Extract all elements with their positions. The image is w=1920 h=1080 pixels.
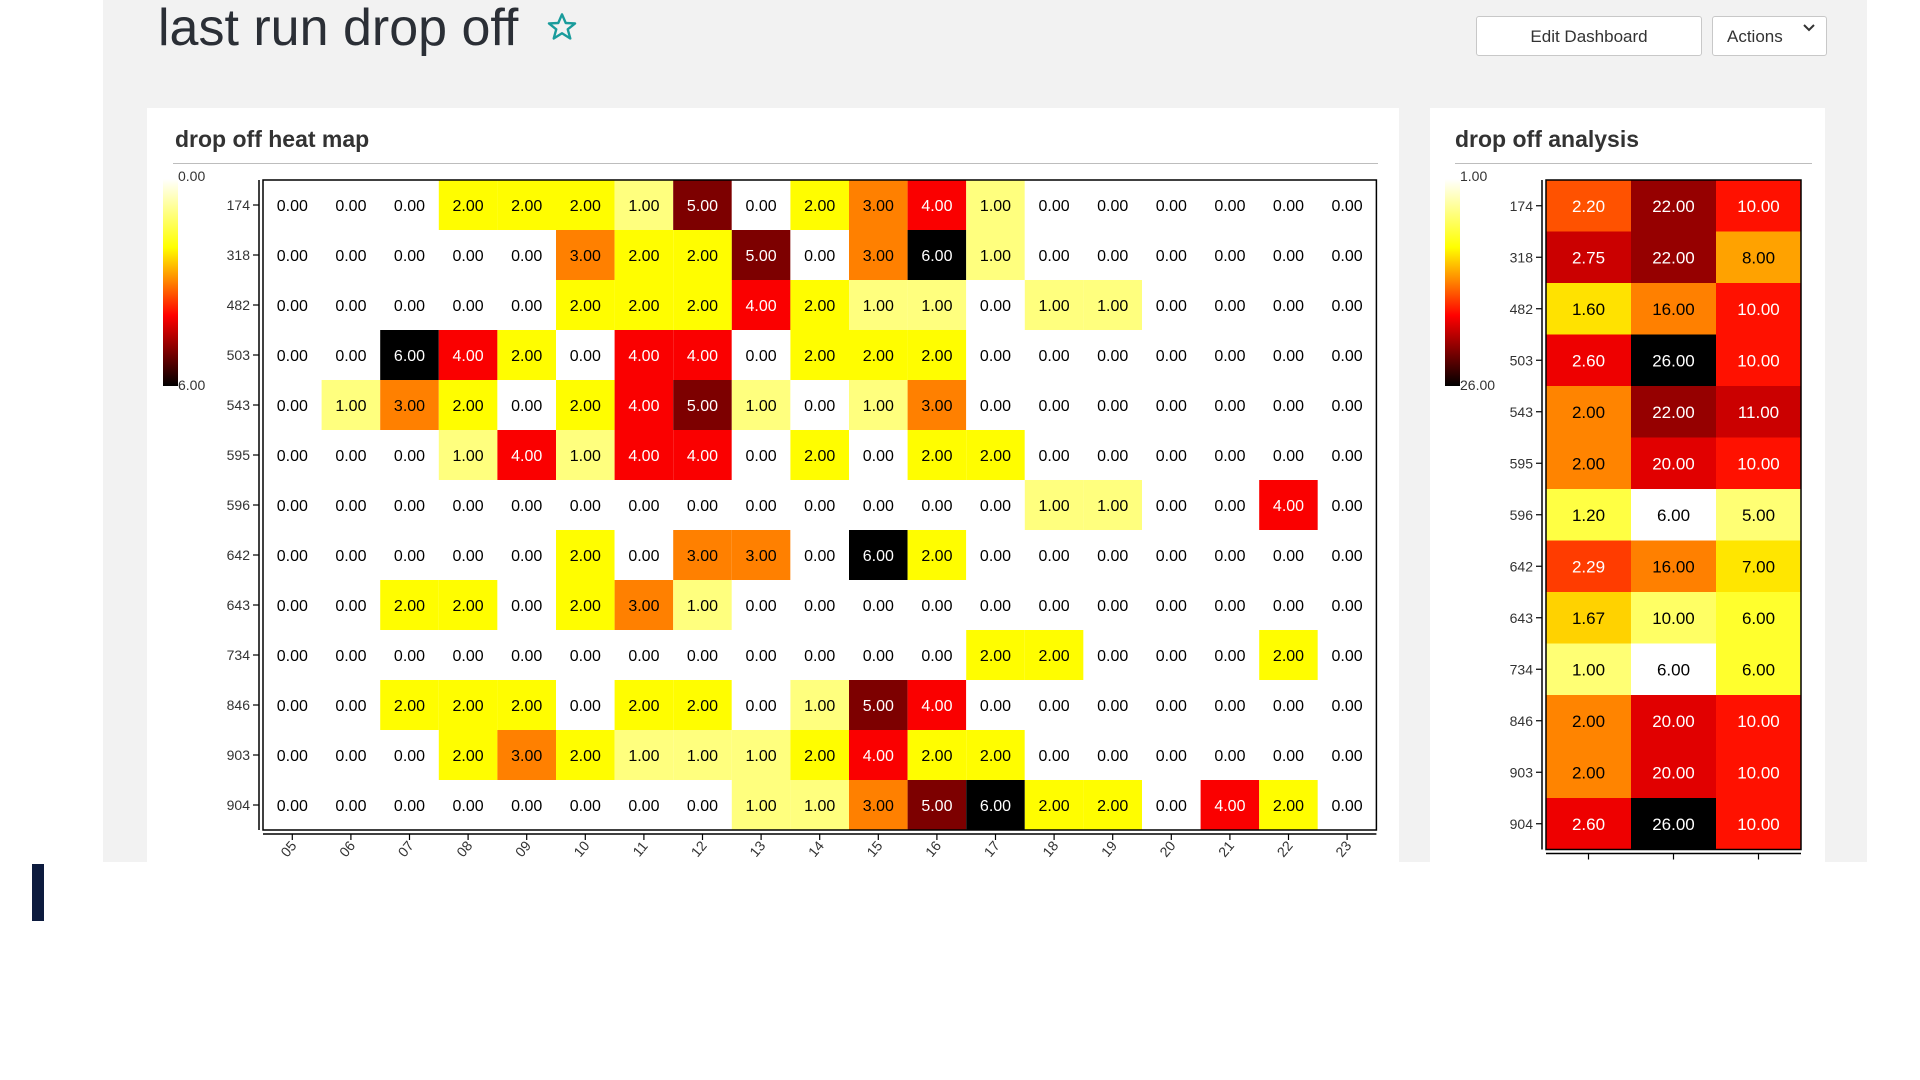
heatmap-panel-divider bbox=[173, 163, 1378, 164]
analysis-panel-divider bbox=[1455, 163, 1812, 164]
chevron-down-icon bbox=[1803, 24, 1815, 32]
actions-menu-button[interactable]: Actions bbox=[1712, 16, 1827, 56]
star-outline-icon[interactable] bbox=[546, 11, 578, 43]
selection-marker bbox=[32, 864, 44, 921]
heatmap-panel: drop off heat map bbox=[147, 108, 1399, 862]
actions-label: Actions bbox=[1727, 27, 1783, 46]
heatmap-panel-title: drop off heat map bbox=[175, 126, 370, 152]
analysis-panel-title: drop off analysis bbox=[1455, 126, 1640, 152]
analysis-panel: drop off analysis bbox=[1430, 108, 1825, 862]
edit-dashboard-button[interactable]: Edit Dashboard bbox=[1476, 16, 1702, 56]
dashboard-title: last run drop off bbox=[158, 0, 519, 57]
